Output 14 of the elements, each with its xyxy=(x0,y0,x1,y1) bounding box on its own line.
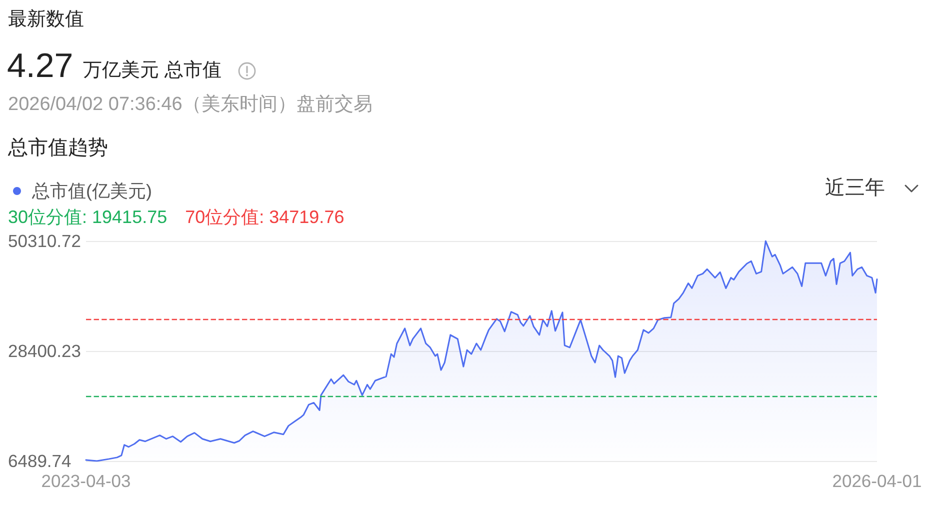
ref-line-label: 30位分值: 19415.75 xyxy=(8,206,168,228)
y-tick-label: 6489.74 xyxy=(8,451,72,471)
text: 最新数值 xyxy=(8,8,84,32)
legend-label: 总市值(亿美元) xyxy=(31,181,152,201)
text: 4.27 xyxy=(7,47,74,85)
x-tick-label: 2023-04-03 xyxy=(41,471,131,491)
text: 2026/04/02 07:36:46（美东时间）盘前交易 xyxy=(8,93,372,117)
ref-line-label: 70位分值: 34719.76 xyxy=(185,206,344,228)
y-tick-label: 50310.72 xyxy=(8,231,81,251)
chart-title: 总市值趋势 xyxy=(8,136,108,160)
y-tick-label: 28400.23 xyxy=(8,341,81,361)
text: 近三年 xyxy=(825,176,885,200)
text: 万亿美元 总市值 xyxy=(83,59,222,83)
x-tick-label: 2026-04-01 xyxy=(832,471,922,491)
